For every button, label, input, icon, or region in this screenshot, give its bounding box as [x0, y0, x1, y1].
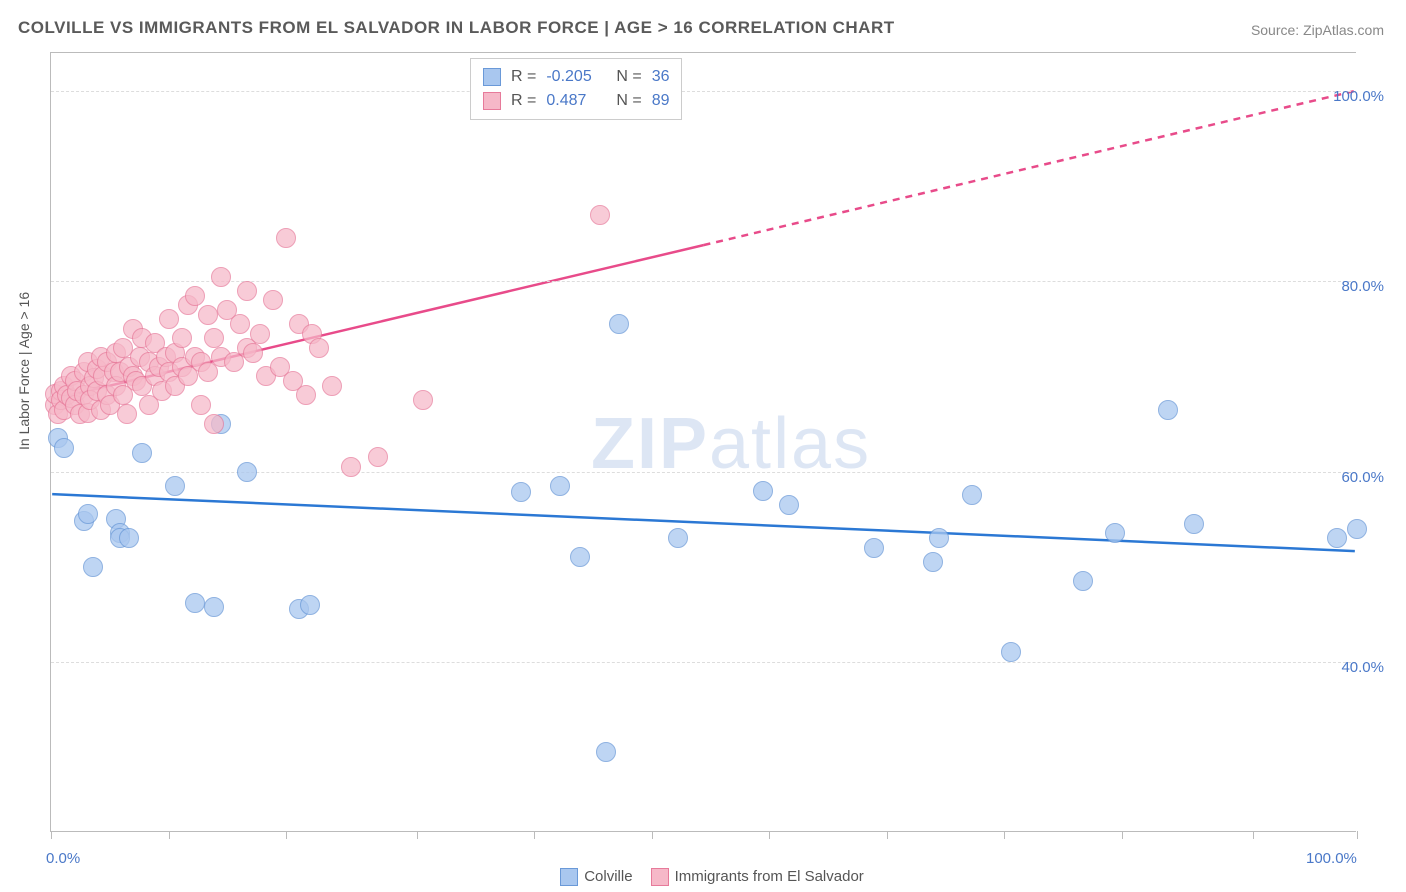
data-point: [1158, 400, 1178, 420]
data-point: [1327, 528, 1347, 548]
data-point: [779, 495, 799, 515]
data-point: [590, 205, 610, 225]
data-point: [596, 742, 616, 762]
data-point: [237, 462, 257, 482]
data-point: [204, 597, 224, 617]
chart-title: COLVILLE VS IMMIGRANTS FROM EL SALVADOR …: [18, 18, 895, 38]
data-point: [250, 324, 270, 344]
data-point: [864, 538, 884, 558]
data-point: [1105, 523, 1125, 543]
x-tick: [1004, 831, 1005, 839]
series-legend: Colville Immigrants from El Salvador: [0, 868, 1406, 886]
x-tick-label: 100.0%: [1306, 850, 1357, 867]
y-axis-label: In Labor Force | Age > 16: [16, 292, 32, 450]
data-point: [204, 328, 224, 348]
grid-line: [51, 91, 1356, 92]
legend-swatch: [560, 868, 578, 886]
stats-row: R =-0.205N =36: [483, 65, 669, 89]
data-point: [78, 504, 98, 524]
y-tick-label: 60.0%: [1341, 469, 1384, 486]
data-point: [276, 228, 296, 248]
legend-label: Immigrants from El Salvador: [675, 868, 864, 885]
legend-label: Colville: [584, 868, 632, 885]
data-point: [322, 376, 342, 396]
y-tick-label: 80.0%: [1341, 278, 1384, 295]
data-point: [211, 267, 231, 287]
data-point: [668, 528, 688, 548]
x-tick: [1253, 831, 1254, 839]
data-point: [159, 309, 179, 329]
data-point: [165, 476, 185, 496]
x-tick: [417, 831, 418, 839]
grid-line: [51, 662, 1356, 663]
data-point: [83, 557, 103, 577]
data-point: [172, 328, 192, 348]
data-point: [54, 438, 74, 458]
data-point: [550, 476, 570, 496]
data-point: [609, 314, 629, 334]
data-point: [132, 443, 152, 463]
data-point: [119, 528, 139, 548]
data-point: [300, 595, 320, 615]
x-tick-label: 0.0%: [46, 850, 80, 867]
stats-row: R =0.487N =89: [483, 89, 669, 113]
x-tick: [1122, 831, 1123, 839]
data-point: [117, 404, 137, 424]
data-point: [191, 395, 211, 415]
plot-area: ZIPatlas: [50, 52, 1356, 832]
watermark: ZIPatlas: [591, 403, 871, 485]
data-point: [237, 281, 257, 301]
data-point: [570, 547, 590, 567]
x-tick: [769, 831, 770, 839]
data-point: [296, 385, 316, 405]
data-point: [1184, 514, 1204, 534]
stats-legend: R =-0.205N =36R =0.487N =89: [470, 58, 682, 120]
data-point: [341, 457, 361, 477]
x-tick: [534, 831, 535, 839]
data-point: [753, 481, 773, 501]
y-tick-label: 40.0%: [1341, 659, 1384, 676]
trend-lines: [51, 53, 1356, 831]
data-point: [204, 414, 224, 434]
data-point: [1073, 571, 1093, 591]
data-point: [962, 485, 982, 505]
legend-swatch: [651, 868, 669, 886]
data-point: [243, 343, 263, 363]
x-tick: [887, 831, 888, 839]
y-tick-label: 100.0%: [1333, 88, 1384, 105]
data-point: [309, 338, 329, 358]
x-tick: [286, 831, 287, 839]
data-point: [368, 447, 388, 467]
data-point: [923, 552, 943, 572]
x-tick: [51, 831, 52, 839]
data-point: [1347, 519, 1367, 539]
data-point: [413, 390, 433, 410]
data-point: [230, 314, 250, 334]
data-point: [263, 290, 283, 310]
x-tick: [1357, 831, 1358, 839]
data-point: [511, 482, 531, 502]
x-tick: [169, 831, 170, 839]
x-tick: [652, 831, 653, 839]
source-attribution: Source: ZipAtlas.com: [1251, 22, 1384, 38]
data-point: [185, 593, 205, 613]
data-point: [929, 528, 949, 548]
data-point: [1001, 642, 1021, 662]
data-point: [198, 305, 218, 325]
data-point: [185, 286, 205, 306]
